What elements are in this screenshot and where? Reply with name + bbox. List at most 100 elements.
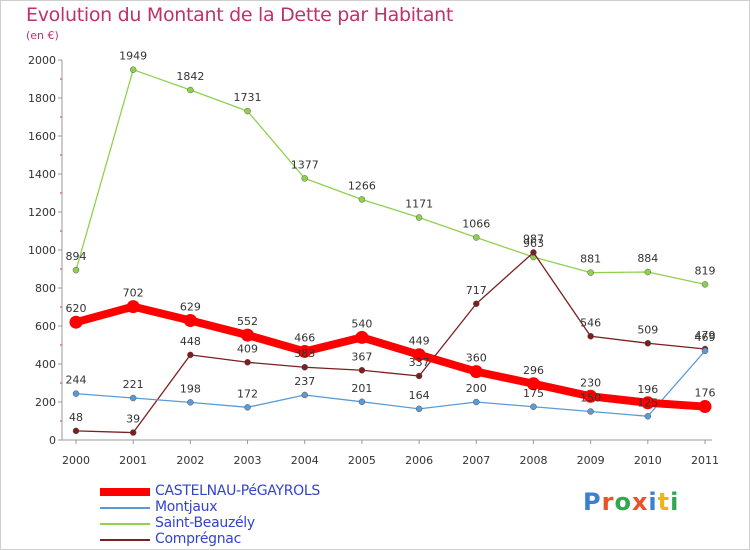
data-point xyxy=(72,266,80,274)
data-label: 164 xyxy=(409,389,430,402)
y-tick-label: 2000 xyxy=(28,54,56,67)
y-tick-label: 1400 xyxy=(28,168,56,181)
data-point xyxy=(187,399,194,406)
logo-letter: r xyxy=(601,488,615,516)
data-point xyxy=(415,405,423,413)
data-label: 629 xyxy=(180,300,201,313)
legend-swatch xyxy=(100,488,150,496)
data-label: 449 xyxy=(409,335,430,348)
data-point xyxy=(530,403,537,410)
data-label: 620 xyxy=(66,302,87,315)
data-label: 360 xyxy=(466,352,487,365)
data-point xyxy=(69,315,83,329)
data-point xyxy=(301,175,308,182)
data-point xyxy=(187,351,194,359)
data-point xyxy=(244,404,251,411)
data-point xyxy=(587,333,594,340)
data-label: 509 xyxy=(637,323,658,336)
y-tick-label: 400 xyxy=(35,358,56,371)
logo-letter: t xyxy=(657,488,671,516)
data-point xyxy=(301,363,308,371)
chart-subtitle: (en €) xyxy=(26,29,59,42)
data-label: 175 xyxy=(523,387,544,400)
data-label: 466 xyxy=(294,331,315,344)
y-tick-label: 200 xyxy=(35,396,56,409)
data-point xyxy=(355,330,369,344)
y-tick-label: 1800 xyxy=(28,92,56,105)
data-label: 448 xyxy=(180,335,201,348)
data-label: 1949 xyxy=(119,50,147,63)
logo-letter: o xyxy=(614,488,632,516)
series-lines xyxy=(69,66,712,436)
proxiti-logo: Proxiti xyxy=(583,488,679,516)
data-label: 198 xyxy=(180,382,201,395)
y-tick-label: 1200 xyxy=(28,206,56,219)
chart-title: Evolution du Montant de la Dette par Hab… xyxy=(26,4,454,26)
data-label: 383 xyxy=(294,347,315,360)
data-label: 244 xyxy=(66,374,87,387)
data-point xyxy=(469,365,483,379)
logo-letter: i xyxy=(648,488,658,516)
data-label: 201 xyxy=(351,382,372,395)
series-labels: 620 702 629 552 466 540 449 360 296 230 196 176 244 2… xyxy=(66,50,716,426)
data-label: 196 xyxy=(637,383,658,396)
data-label: 125 xyxy=(637,396,658,409)
legend-label: Montjaux xyxy=(155,499,218,515)
data-point xyxy=(701,281,709,288)
data-label: 296 xyxy=(523,364,544,377)
data-point xyxy=(244,359,251,366)
legend-label: Saint-Beauzély xyxy=(155,515,255,531)
data-label: 1842 xyxy=(176,70,204,83)
y-tick-label: 0 xyxy=(49,434,56,447)
data-point xyxy=(298,344,312,358)
legend-swatch xyxy=(100,539,150,541)
data-point xyxy=(301,391,308,399)
data-point xyxy=(701,347,709,355)
y-tick-label: 1000 xyxy=(28,244,56,257)
legend-swatch xyxy=(100,523,150,525)
data-label: 39 xyxy=(126,413,140,426)
data-point xyxy=(526,377,540,391)
data-point xyxy=(358,196,366,203)
data-label: 881 xyxy=(580,253,601,266)
data-label: 1266 xyxy=(348,179,376,192)
data-point xyxy=(641,396,655,410)
data-label: 200 xyxy=(466,382,487,395)
data-label: 176 xyxy=(695,387,716,400)
data-point xyxy=(587,269,594,276)
y-tick-label: 1600 xyxy=(28,130,56,143)
series-line xyxy=(75,350,706,417)
x-tick-label: 2007 xyxy=(462,454,490,467)
x-tick-label: 2008 xyxy=(519,454,547,467)
data-point xyxy=(473,300,480,308)
legend-swatch xyxy=(100,507,150,509)
data-point xyxy=(72,427,80,435)
data-point xyxy=(584,389,598,403)
data-label: 702 xyxy=(123,287,144,300)
data-label: 409 xyxy=(237,342,258,355)
data-point xyxy=(72,390,80,397)
x-tick-label: 2011 xyxy=(691,454,719,467)
y-tick-label: 800 xyxy=(35,282,56,295)
data-label: 48 xyxy=(69,411,83,424)
data-label: 884 xyxy=(637,252,658,265)
x-tick-label: 2009 xyxy=(577,454,605,467)
data-label: 963 xyxy=(523,237,544,250)
data-label: 469 xyxy=(695,331,716,344)
logo-letter: i xyxy=(670,488,680,516)
data-label: 819 xyxy=(695,264,716,277)
data-point xyxy=(644,268,652,276)
data-point xyxy=(473,234,480,241)
x-tick-label: 2002 xyxy=(176,454,204,467)
data-label: 717 xyxy=(466,284,487,297)
data-label: 172 xyxy=(237,387,258,400)
x-tick-label: 2004 xyxy=(291,454,319,467)
y-tick-label: 600 xyxy=(35,320,56,333)
x-tick-label: 2000 xyxy=(62,454,90,467)
data-point xyxy=(129,66,137,73)
logo-letter: P xyxy=(583,488,602,516)
data-label: 237 xyxy=(294,375,315,388)
data-point xyxy=(187,86,194,94)
x-tick-label: 2003 xyxy=(234,454,262,467)
